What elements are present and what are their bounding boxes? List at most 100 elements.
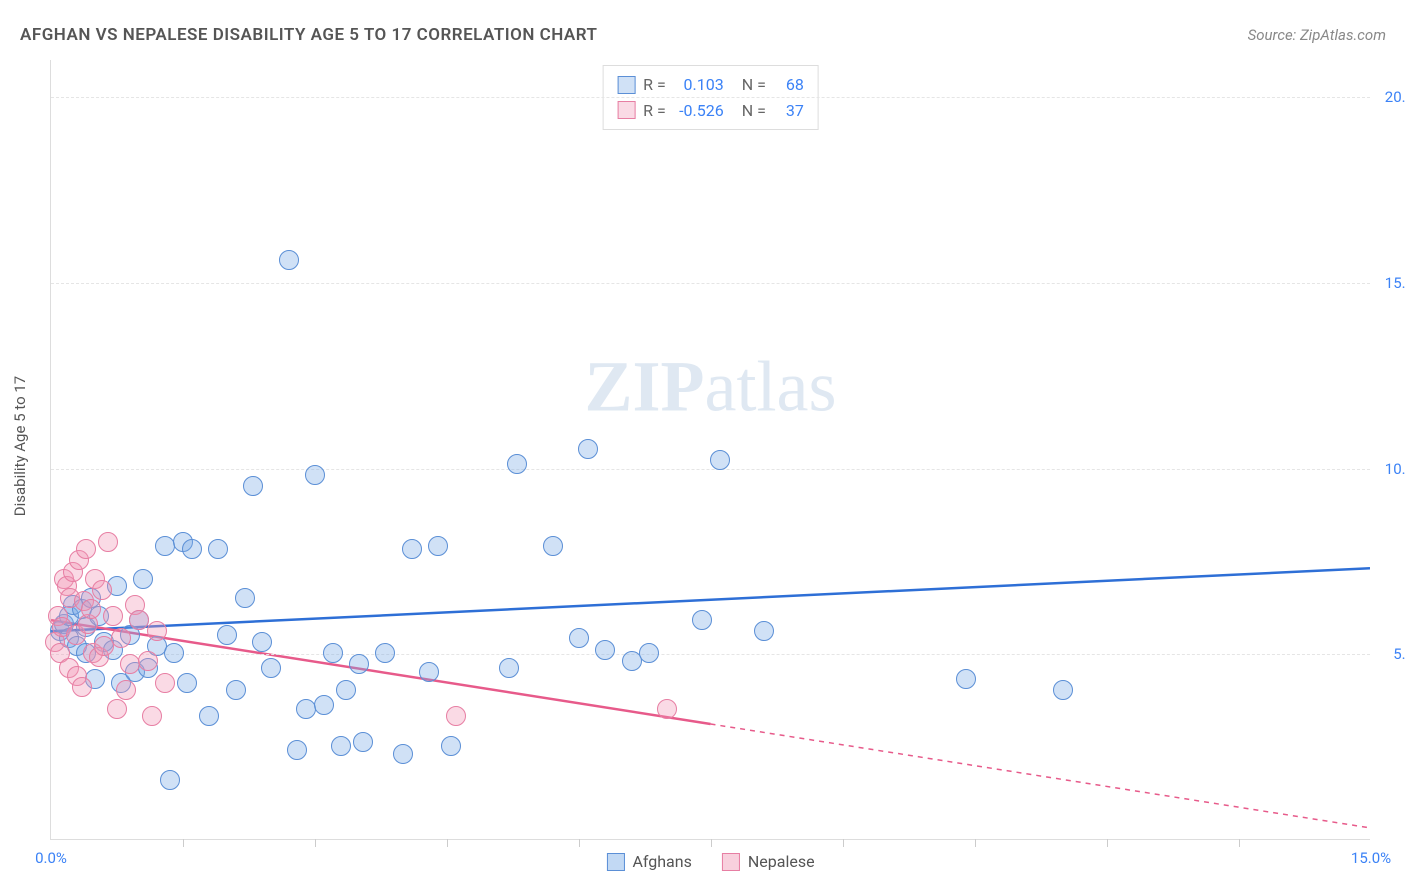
x-tick-label: 15.0%	[1351, 849, 1391, 867]
scatter-point	[72, 677, 92, 697]
scatter-point	[428, 536, 448, 556]
scatter-point	[543, 536, 563, 556]
scatter-point	[164, 643, 184, 663]
scatter-point	[226, 680, 246, 700]
scatter-point	[160, 770, 180, 790]
scatter-point	[208, 539, 228, 559]
scatter-point	[578, 439, 598, 459]
legend-swatch	[617, 76, 635, 94]
legend-item: Nepalese	[722, 852, 815, 871]
scatter-point	[261, 658, 281, 678]
y-tick-label: 5.0%	[1393, 645, 1406, 663]
x-tick	[1107, 839, 1108, 847]
scatter-point	[98, 532, 118, 552]
scatter-point	[446, 706, 466, 726]
x-tick	[447, 839, 448, 847]
scatter-point	[349, 654, 369, 674]
scatter-point	[956, 669, 976, 689]
x-tick	[711, 839, 712, 847]
scatter-point	[243, 476, 263, 496]
scatter-point	[336, 680, 356, 700]
x-tick	[315, 839, 316, 847]
scatter-point	[92, 580, 112, 600]
trend-lines-svg	[51, 60, 1370, 839]
scatter-point	[111, 628, 131, 648]
x-tick	[975, 839, 976, 847]
series-legend: Afghans Nepalese	[606, 852, 814, 871]
gridline	[51, 469, 1370, 470]
legend-swatch	[617, 101, 635, 119]
scatter-point	[569, 628, 589, 648]
r-label: R =	[643, 72, 666, 98]
scatter-point	[375, 643, 395, 663]
x-tick	[1239, 839, 1240, 847]
scatter-point	[657, 699, 677, 719]
legend-label: Afghans	[632, 852, 691, 871]
scatter-point	[441, 736, 461, 756]
scatter-point	[639, 643, 659, 663]
legend-swatch	[606, 853, 624, 871]
legend-item: Afghans	[606, 852, 691, 871]
scatter-point	[353, 732, 373, 752]
legend-label: Nepalese	[748, 852, 815, 871]
scatter-point	[331, 736, 351, 756]
scatter-point	[138, 651, 158, 671]
scatter-point	[692, 610, 712, 630]
scatter-point	[323, 643, 343, 663]
y-tick-label: 15.0%	[1385, 274, 1406, 292]
scatter-point	[142, 706, 162, 726]
watermark-rest: atlas	[705, 347, 837, 427]
chart-title: AFGHAN VS NEPALESE DISABILITY AGE 5 TO 1…	[20, 25, 598, 45]
scatter-point	[499, 658, 519, 678]
scatter-point	[314, 695, 334, 715]
x-tick	[579, 839, 580, 847]
n-value: 68	[774, 72, 804, 98]
scatter-point	[402, 539, 422, 559]
chart-container: AFGHAN VS NEPALESE DISABILITY AGE 5 TO 1…	[0, 0, 1406, 892]
chart-header: AFGHAN VS NEPALESE DISABILITY AGE 5 TO 1…	[20, 20, 1386, 50]
scatter-point	[177, 673, 197, 693]
scatter-point	[279, 250, 299, 270]
x-tick	[183, 839, 184, 847]
scatter-point	[419, 662, 439, 682]
n-value: 37	[774, 98, 804, 124]
legend-swatch	[722, 853, 740, 871]
r-value: 0.103	[674, 72, 724, 98]
scatter-point	[76, 539, 96, 559]
watermark-bold: ZIP	[585, 347, 705, 427]
r-label: R =	[643, 98, 666, 124]
n-label: N =	[742, 98, 766, 124]
scatter-point	[252, 632, 272, 652]
gridline	[51, 654, 1370, 655]
scatter-point	[507, 454, 527, 474]
scatter-point	[147, 621, 167, 641]
scatter-point	[217, 625, 237, 645]
scatter-point	[235, 588, 255, 608]
y-axis-label: Disability Age 5 to 17	[11, 376, 29, 516]
y-tick-label: 10.0%	[1385, 460, 1406, 478]
scatter-point	[182, 539, 202, 559]
scatter-point	[287, 740, 307, 760]
stat-legend-row: R = 0.103 N = 68	[617, 72, 804, 98]
y-tick-label: 20.0%	[1385, 88, 1406, 106]
n-label: N =	[742, 72, 766, 98]
scatter-point	[116, 680, 136, 700]
scatter-point	[133, 569, 153, 589]
gridline	[51, 97, 1370, 98]
scatter-point	[710, 450, 730, 470]
scatter-point	[305, 465, 325, 485]
r-value: -0.526	[674, 98, 724, 124]
scatter-point	[107, 699, 127, 719]
source-label: Source: ZipAtlas.com	[1248, 26, 1386, 44]
scatter-point	[393, 744, 413, 764]
gridline	[51, 283, 1370, 284]
scatter-point	[129, 610, 149, 630]
scatter-point	[199, 706, 219, 726]
scatter-point	[595, 640, 615, 660]
stat-legend-row: R = -0.526 N = 37	[617, 98, 804, 124]
plot-area: ZIPatlas R =0.103N =68R =-0.526N =37 Afg…	[50, 60, 1370, 840]
scatter-point	[754, 621, 774, 641]
scatter-point	[103, 606, 123, 626]
scatter-point	[81, 599, 101, 619]
watermark: ZIPatlas	[585, 346, 837, 429]
